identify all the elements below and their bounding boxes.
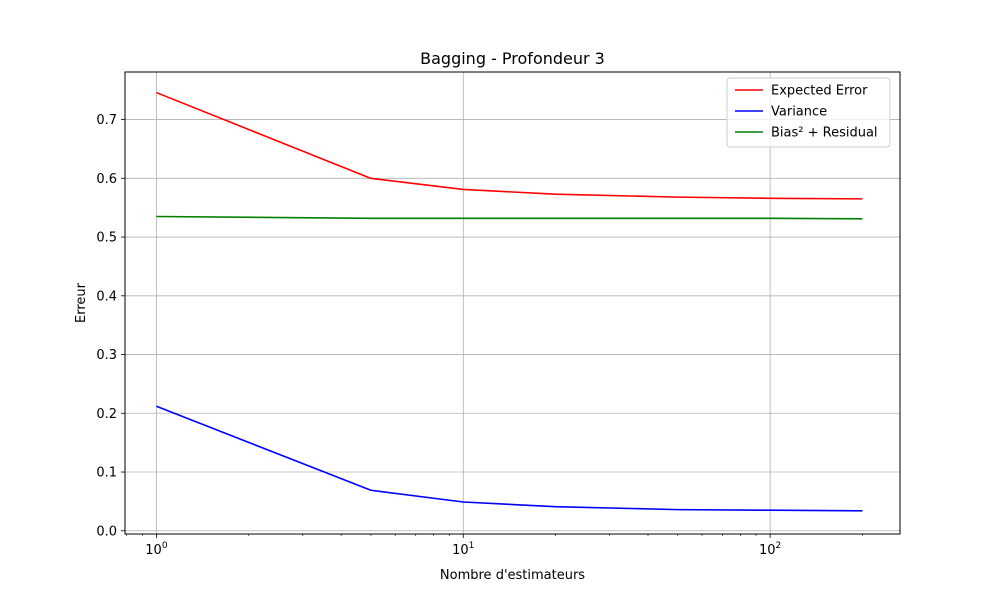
y-tick-label: 0.7: [96, 113, 117, 128]
x-tick-exponent: 0: [162, 541, 168, 551]
legend-label: Expected Error: [771, 84, 868, 99]
chart-title: Bagging - Profondeur 3: [420, 49, 605, 68]
y-tick-label: 0.6: [96, 172, 117, 187]
y-tick-label: 0.3: [96, 348, 117, 363]
x-axis-ticks: 100 101 102: [126, 534, 863, 558]
legend-label: Variance: [771, 105, 827, 120]
y-tick-label: 0.1: [96, 466, 117, 481]
legend-label: Bias² + Residual: [771, 126, 878, 141]
plot-frame: [124, 71, 901, 535]
series-line-2: [156, 215, 863, 220]
y-tick-label: 0.2: [96, 407, 117, 422]
x-tick-label: 101: [452, 541, 474, 558]
x-axis-label: Nombre d'estimateurs: [440, 568, 585, 583]
x-tick-label: 100: [145, 541, 168, 558]
series-lines: [156, 91, 863, 512]
legend-box: [726, 77, 891, 148]
x-tick-base: 10: [759, 543, 776, 558]
x-tick-base: 10: [145, 543, 162, 558]
x-tick-label: 102: [759, 541, 781, 558]
y-tick-label: 0.0: [96, 524, 117, 539]
series-line-0: [156, 91, 863, 200]
y-tick-label: 0.4: [96, 289, 117, 304]
x-tick-exponent: 1: [469, 541, 475, 551]
series-line-1: [156, 405, 863, 512]
y-tick-label: 0.5: [96, 231, 117, 246]
legend: Expected Error Variance Bias² + Residual: [726, 77, 891, 148]
y-axis-ticks: 0.0 0.1 0.2 0.3 0.4 0.5 0.6 0.7: [96, 113, 125, 539]
y-axis-label: Erreur: [74, 282, 89, 323]
x-tick-base: 10: [452, 543, 469, 558]
x-tick-exponent: 2: [776, 541, 782, 551]
